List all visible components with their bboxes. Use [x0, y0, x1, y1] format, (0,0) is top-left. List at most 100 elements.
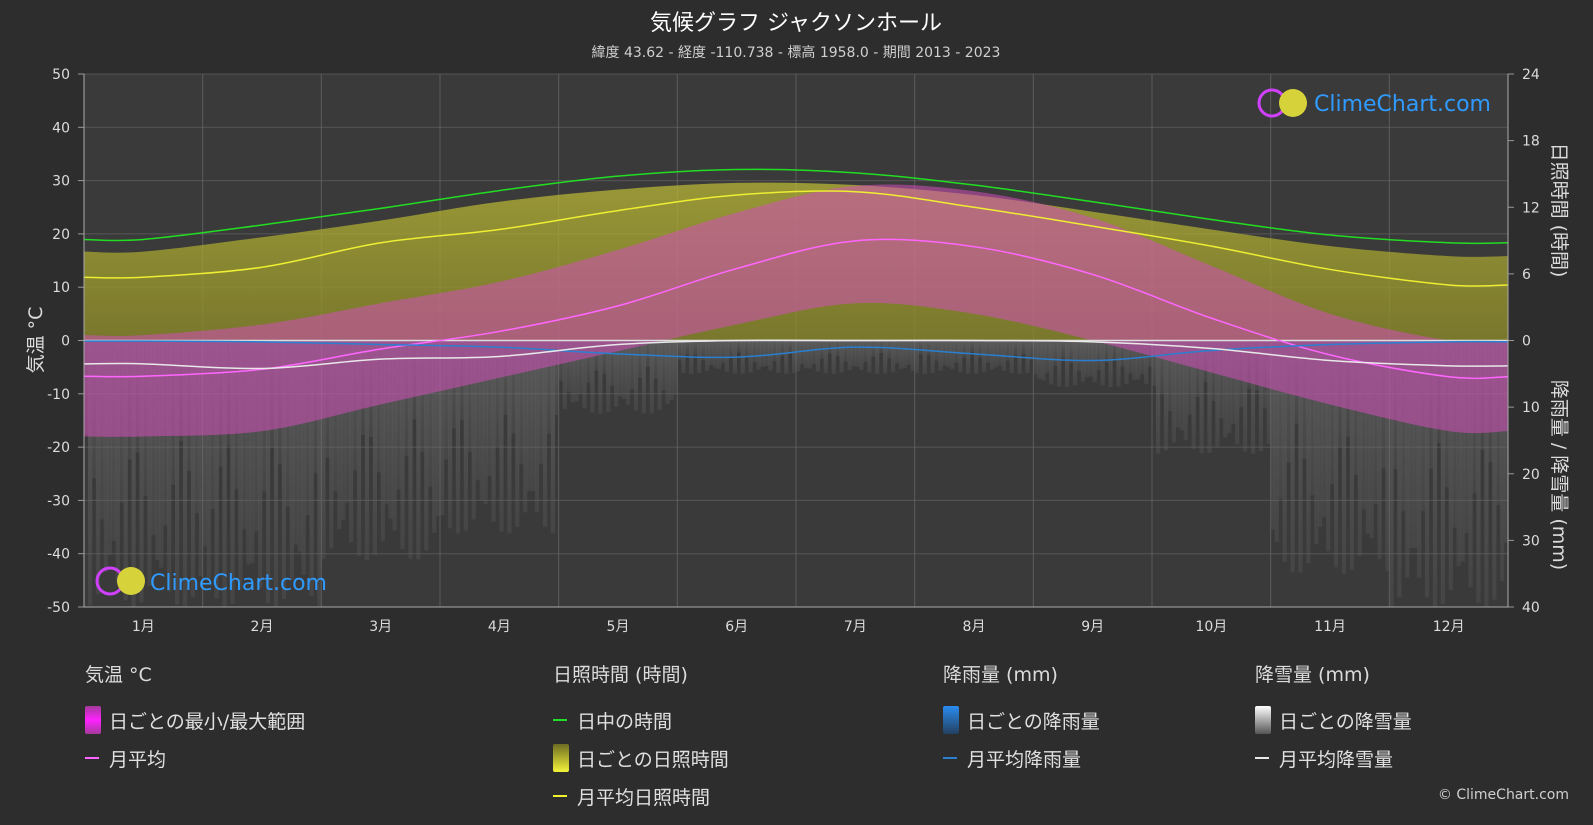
- snow-bar: [515, 340, 520, 527]
- snow-bar: [839, 340, 844, 373]
- snow-bar: [720, 340, 726, 364]
- right-tick-label: 18: [1522, 134, 1540, 150]
- left-tick-label: 50: [52, 67, 70, 83]
- legend-sunshine: 日照時間 (時間) 日中の時間 日ごとの日照時間 月平均日照時間: [553, 660, 729, 815]
- snow-bar: [883, 340, 888, 374]
- snow-bar: [103, 340, 109, 573]
- snow-bar: [1084, 340, 1090, 378]
- watermark-text: ClimeChart.com: [150, 571, 327, 596]
- snow-bar: [637, 340, 643, 378]
- snow-bar: [115, 340, 120, 583]
- snow-bar: [1215, 340, 1220, 448]
- chart-lines: [83, 168, 1509, 380]
- snow-bar: [1187, 340, 1192, 415]
- snow-bar: [1045, 340, 1050, 373]
- snow-bar: [289, 340, 294, 581]
- snow-bar: [855, 340, 860, 367]
- snow-bar: [174, 340, 180, 605]
- snow-bar: [894, 340, 900, 364]
- snow-bar: [1100, 340, 1105, 386]
- snow-bar: [242, 340, 247, 530]
- snow-bar: [1231, 340, 1236, 424]
- snow-bar: [546, 340, 552, 434]
- left-tick-label: -40: [47, 547, 70, 563]
- snow-bar: [708, 340, 714, 366]
- snow-bar: [701, 340, 706, 361]
- snow-bar: [586, 340, 591, 383]
- snow-bar: [440, 340, 445, 516]
- snow-bar: [1373, 340, 1378, 504]
- snow-bar: [1041, 340, 1046, 381]
- snow-bar: [202, 340, 207, 547]
- snow-bar: [1361, 340, 1366, 510]
- snow-bar: [527, 340, 532, 492]
- snow-bar: [1013, 340, 1018, 356]
- right-tick-label: 40: [1522, 600, 1540, 616]
- snow-bar: [1250, 340, 1256, 454]
- snow-bar: [499, 340, 504, 532]
- snow-bar: [301, 340, 306, 575]
- month-label: 9月: [1081, 619, 1104, 635]
- snow-bar: [392, 340, 397, 531]
- snow-bar: [1096, 340, 1101, 370]
- snow-bar: [851, 340, 856, 367]
- month-label: 8月: [963, 619, 986, 635]
- snow-bar: [705, 340, 710, 372]
- snow-bar: [618, 340, 623, 397]
- snow-bar: [123, 340, 128, 601]
- snow-bar: [305, 340, 310, 516]
- legend-label: 月平均日照時間: [577, 786, 711, 809]
- snow-mean-line: [83, 339, 1509, 370]
- snow-bar: [823, 340, 828, 374]
- snow-bar: [1116, 340, 1121, 387]
- snow-bar: [1072, 340, 1078, 386]
- snow-bar: [752, 340, 757, 363]
- legend-item: 日ごとの最小/最大範囲: [85, 701, 305, 739]
- snow-bar: [645, 340, 650, 367]
- snow-bar: [784, 340, 789, 374]
- watermark-top: ClimeChart.com: [1257, 88, 1491, 118]
- snow-bar: [760, 340, 765, 367]
- snow-bar: [977, 340, 983, 358]
- snow-bar: [598, 340, 603, 414]
- snow-bar: [807, 340, 813, 369]
- snow-bar: [1136, 340, 1141, 380]
- watermark-text: ClimeChart.com: [1314, 92, 1491, 117]
- snow-bar: [1227, 340, 1232, 434]
- legend-item: 日ごとの降雨量: [943, 701, 1100, 739]
- snow-bar: [621, 340, 627, 400]
- legend-header: 降雨量 (mm): [943, 664, 1058, 686]
- snow-bar: [483, 340, 488, 505]
- snow-mean-swatch: [1255, 757, 1269, 759]
- snow-bar: [1314, 340, 1319, 545]
- snow-bar: [831, 340, 836, 374]
- legend-item: 月平均: [85, 739, 305, 777]
- snow-bar: [653, 340, 658, 379]
- left-tick-label: -10: [47, 387, 70, 403]
- legend-label: 月平均降雨量: [967, 748, 1082, 771]
- snow-bar: [914, 340, 919, 374]
- legend-label: 月平均降雪量: [1279, 748, 1394, 771]
- snow-bar: [665, 340, 670, 404]
- snow-bar: [966, 340, 971, 374]
- snow-bar: [432, 340, 437, 533]
- legend-item: 月平均降雪量: [1255, 739, 1412, 777]
- snow-bar: [566, 340, 571, 392]
- left-tick-label: -50: [47, 600, 70, 616]
- legend-item: 日ごとの降雪量: [1255, 701, 1412, 739]
- snow-bar: [970, 340, 975, 353]
- month-label: 10月: [1195, 619, 1227, 635]
- chart-areas: [84, 182, 1509, 607]
- snow-bar: [534, 340, 540, 513]
- snow-bar: [1306, 340, 1311, 564]
- month-label: 4月: [488, 619, 511, 635]
- snow-bar: [867, 340, 872, 373]
- snow-bar: [463, 340, 468, 531]
- snow-bar: [1322, 340, 1327, 518]
- snow-bar: [198, 340, 203, 577]
- temp-mean-line: [83, 238, 1509, 380]
- snow-bar: [554, 340, 559, 416]
- legend-header: 日照時間 (時間): [553, 664, 688, 686]
- snow-bar: [1108, 340, 1113, 388]
- snow-bar: [918, 340, 923, 355]
